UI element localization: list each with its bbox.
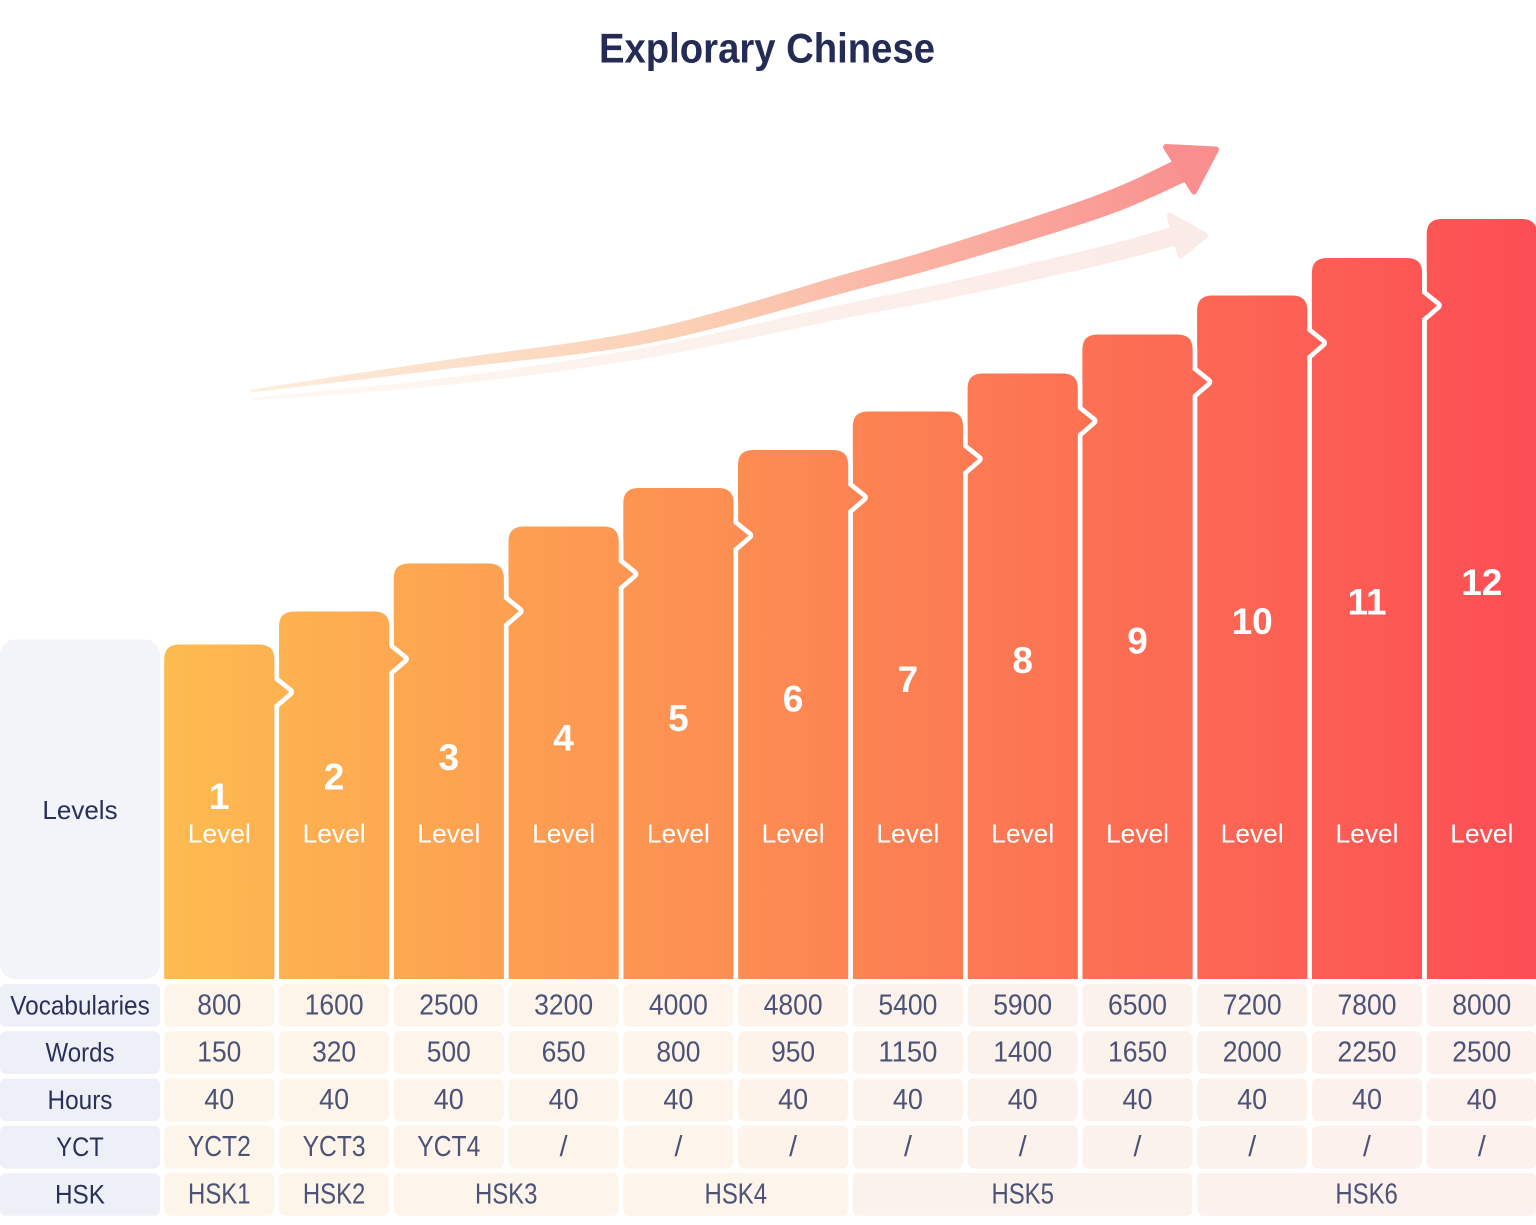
svg-text:7800: 7800 xyxy=(1338,989,1397,1021)
svg-text:40: 40 xyxy=(1467,1084,1497,1116)
svg-text:6500: 6500 xyxy=(1108,989,1167,1021)
svg-text:650: 650 xyxy=(542,1037,586,1069)
svg-text:2250: 2250 xyxy=(1338,1037,1397,1069)
svg-text:YCT3: YCT3 xyxy=(303,1131,366,1163)
svg-text:YCT: YCT xyxy=(56,1132,104,1162)
svg-text:10: 10 xyxy=(1232,601,1273,642)
svg-text:HSK1: HSK1 xyxy=(188,1178,251,1210)
svg-text:3200: 3200 xyxy=(534,989,593,1021)
svg-text:4800: 4800 xyxy=(764,989,823,1021)
svg-text:/: / xyxy=(1134,1131,1142,1163)
svg-text:Hours: Hours xyxy=(48,1085,113,1115)
svg-text:40: 40 xyxy=(1008,1084,1038,1116)
svg-text:Level: Level xyxy=(188,819,251,849)
svg-text:40: 40 xyxy=(434,1084,464,1116)
svg-text:Level: Level xyxy=(876,819,939,849)
svg-text:11: 11 xyxy=(1347,581,1386,622)
svg-text:Level: Level xyxy=(1106,819,1169,849)
svg-text:2000: 2000 xyxy=(1223,1037,1282,1069)
svg-text:/: / xyxy=(560,1131,568,1163)
svg-text:YCT2: YCT2 xyxy=(188,1131,251,1163)
svg-text:Level: Level xyxy=(1221,819,1284,849)
svg-text:YCT4: YCT4 xyxy=(417,1131,480,1163)
svg-text:3: 3 xyxy=(439,737,460,778)
svg-text:40: 40 xyxy=(1237,1084,1267,1116)
svg-text:/: / xyxy=(904,1131,912,1163)
svg-text:950: 950 xyxy=(771,1037,815,1069)
svg-text:1650: 1650 xyxy=(1108,1037,1167,1069)
svg-text:7200: 7200 xyxy=(1223,989,1282,1021)
svg-text:/: / xyxy=(1019,1131,1027,1163)
svg-text:Level: Level xyxy=(1450,819,1513,849)
svg-text:40: 40 xyxy=(893,1084,923,1116)
svg-text:/: / xyxy=(1478,1131,1486,1163)
svg-text:9: 9 xyxy=(1127,620,1148,661)
svg-text:8000: 8000 xyxy=(1452,989,1511,1021)
svg-text:HSK6: HSK6 xyxy=(1335,1178,1398,1210)
svg-text:HSK5: HSK5 xyxy=(991,1178,1054,1210)
svg-text:Level: Level xyxy=(1336,819,1399,849)
svg-text:320: 320 xyxy=(312,1037,356,1069)
svg-text:4: 4 xyxy=(553,718,574,759)
svg-text:Explorary Chinese: Explorary Chinese xyxy=(599,25,935,72)
svg-text:HSK3: HSK3 xyxy=(475,1178,538,1210)
svg-text:8: 8 xyxy=(1012,640,1033,681)
svg-text:7: 7 xyxy=(898,659,919,700)
svg-text:Level: Level xyxy=(417,819,480,849)
svg-text:40: 40 xyxy=(778,1084,808,1116)
svg-text:2500: 2500 xyxy=(419,989,478,1021)
svg-text:Vocabularies: Vocabularies xyxy=(10,990,150,1020)
svg-text:Level: Level xyxy=(303,819,366,849)
svg-text:2500: 2500 xyxy=(1452,1037,1511,1069)
svg-text:HSK: HSK xyxy=(55,1179,105,1209)
svg-text:HSK2: HSK2 xyxy=(303,1178,366,1210)
svg-text:40: 40 xyxy=(319,1084,349,1116)
svg-text:5900: 5900 xyxy=(993,989,1052,1021)
svg-text:/: / xyxy=(1363,1131,1371,1163)
svg-text:2: 2 xyxy=(324,757,345,798)
svg-text:40: 40 xyxy=(663,1084,693,1116)
svg-text:1600: 1600 xyxy=(305,989,364,1021)
svg-text:800: 800 xyxy=(197,989,241,1021)
svg-text:5400: 5400 xyxy=(878,989,937,1021)
svg-text:40: 40 xyxy=(1352,1084,1382,1116)
svg-text:150: 150 xyxy=(197,1037,241,1069)
svg-text:40: 40 xyxy=(1123,1084,1153,1116)
svg-text:Level: Level xyxy=(991,819,1054,849)
svg-text:1150: 1150 xyxy=(878,1037,937,1069)
svg-text:Level: Level xyxy=(647,819,710,849)
svg-text:Levels: Levels xyxy=(42,795,117,825)
svg-text:40: 40 xyxy=(204,1084,234,1116)
svg-text:500: 500 xyxy=(427,1037,471,1069)
svg-text:40: 40 xyxy=(549,1084,579,1116)
svg-text:1400: 1400 xyxy=(993,1037,1052,1069)
svg-text:/: / xyxy=(674,1131,682,1163)
svg-text:800: 800 xyxy=(656,1037,700,1069)
svg-text:Words: Words xyxy=(46,1038,115,1068)
svg-text:1: 1 xyxy=(209,776,230,817)
svg-text:5: 5 xyxy=(668,698,689,739)
svg-text:Level: Level xyxy=(532,819,595,849)
svg-text:6: 6 xyxy=(783,679,804,720)
svg-text:Level: Level xyxy=(762,819,825,849)
svg-text:/: / xyxy=(1248,1131,1256,1163)
svg-text:12: 12 xyxy=(1461,562,1502,603)
svg-text:HSK4: HSK4 xyxy=(705,1178,768,1210)
svg-text:/: / xyxy=(789,1131,797,1163)
svg-text:4000: 4000 xyxy=(649,989,708,1021)
